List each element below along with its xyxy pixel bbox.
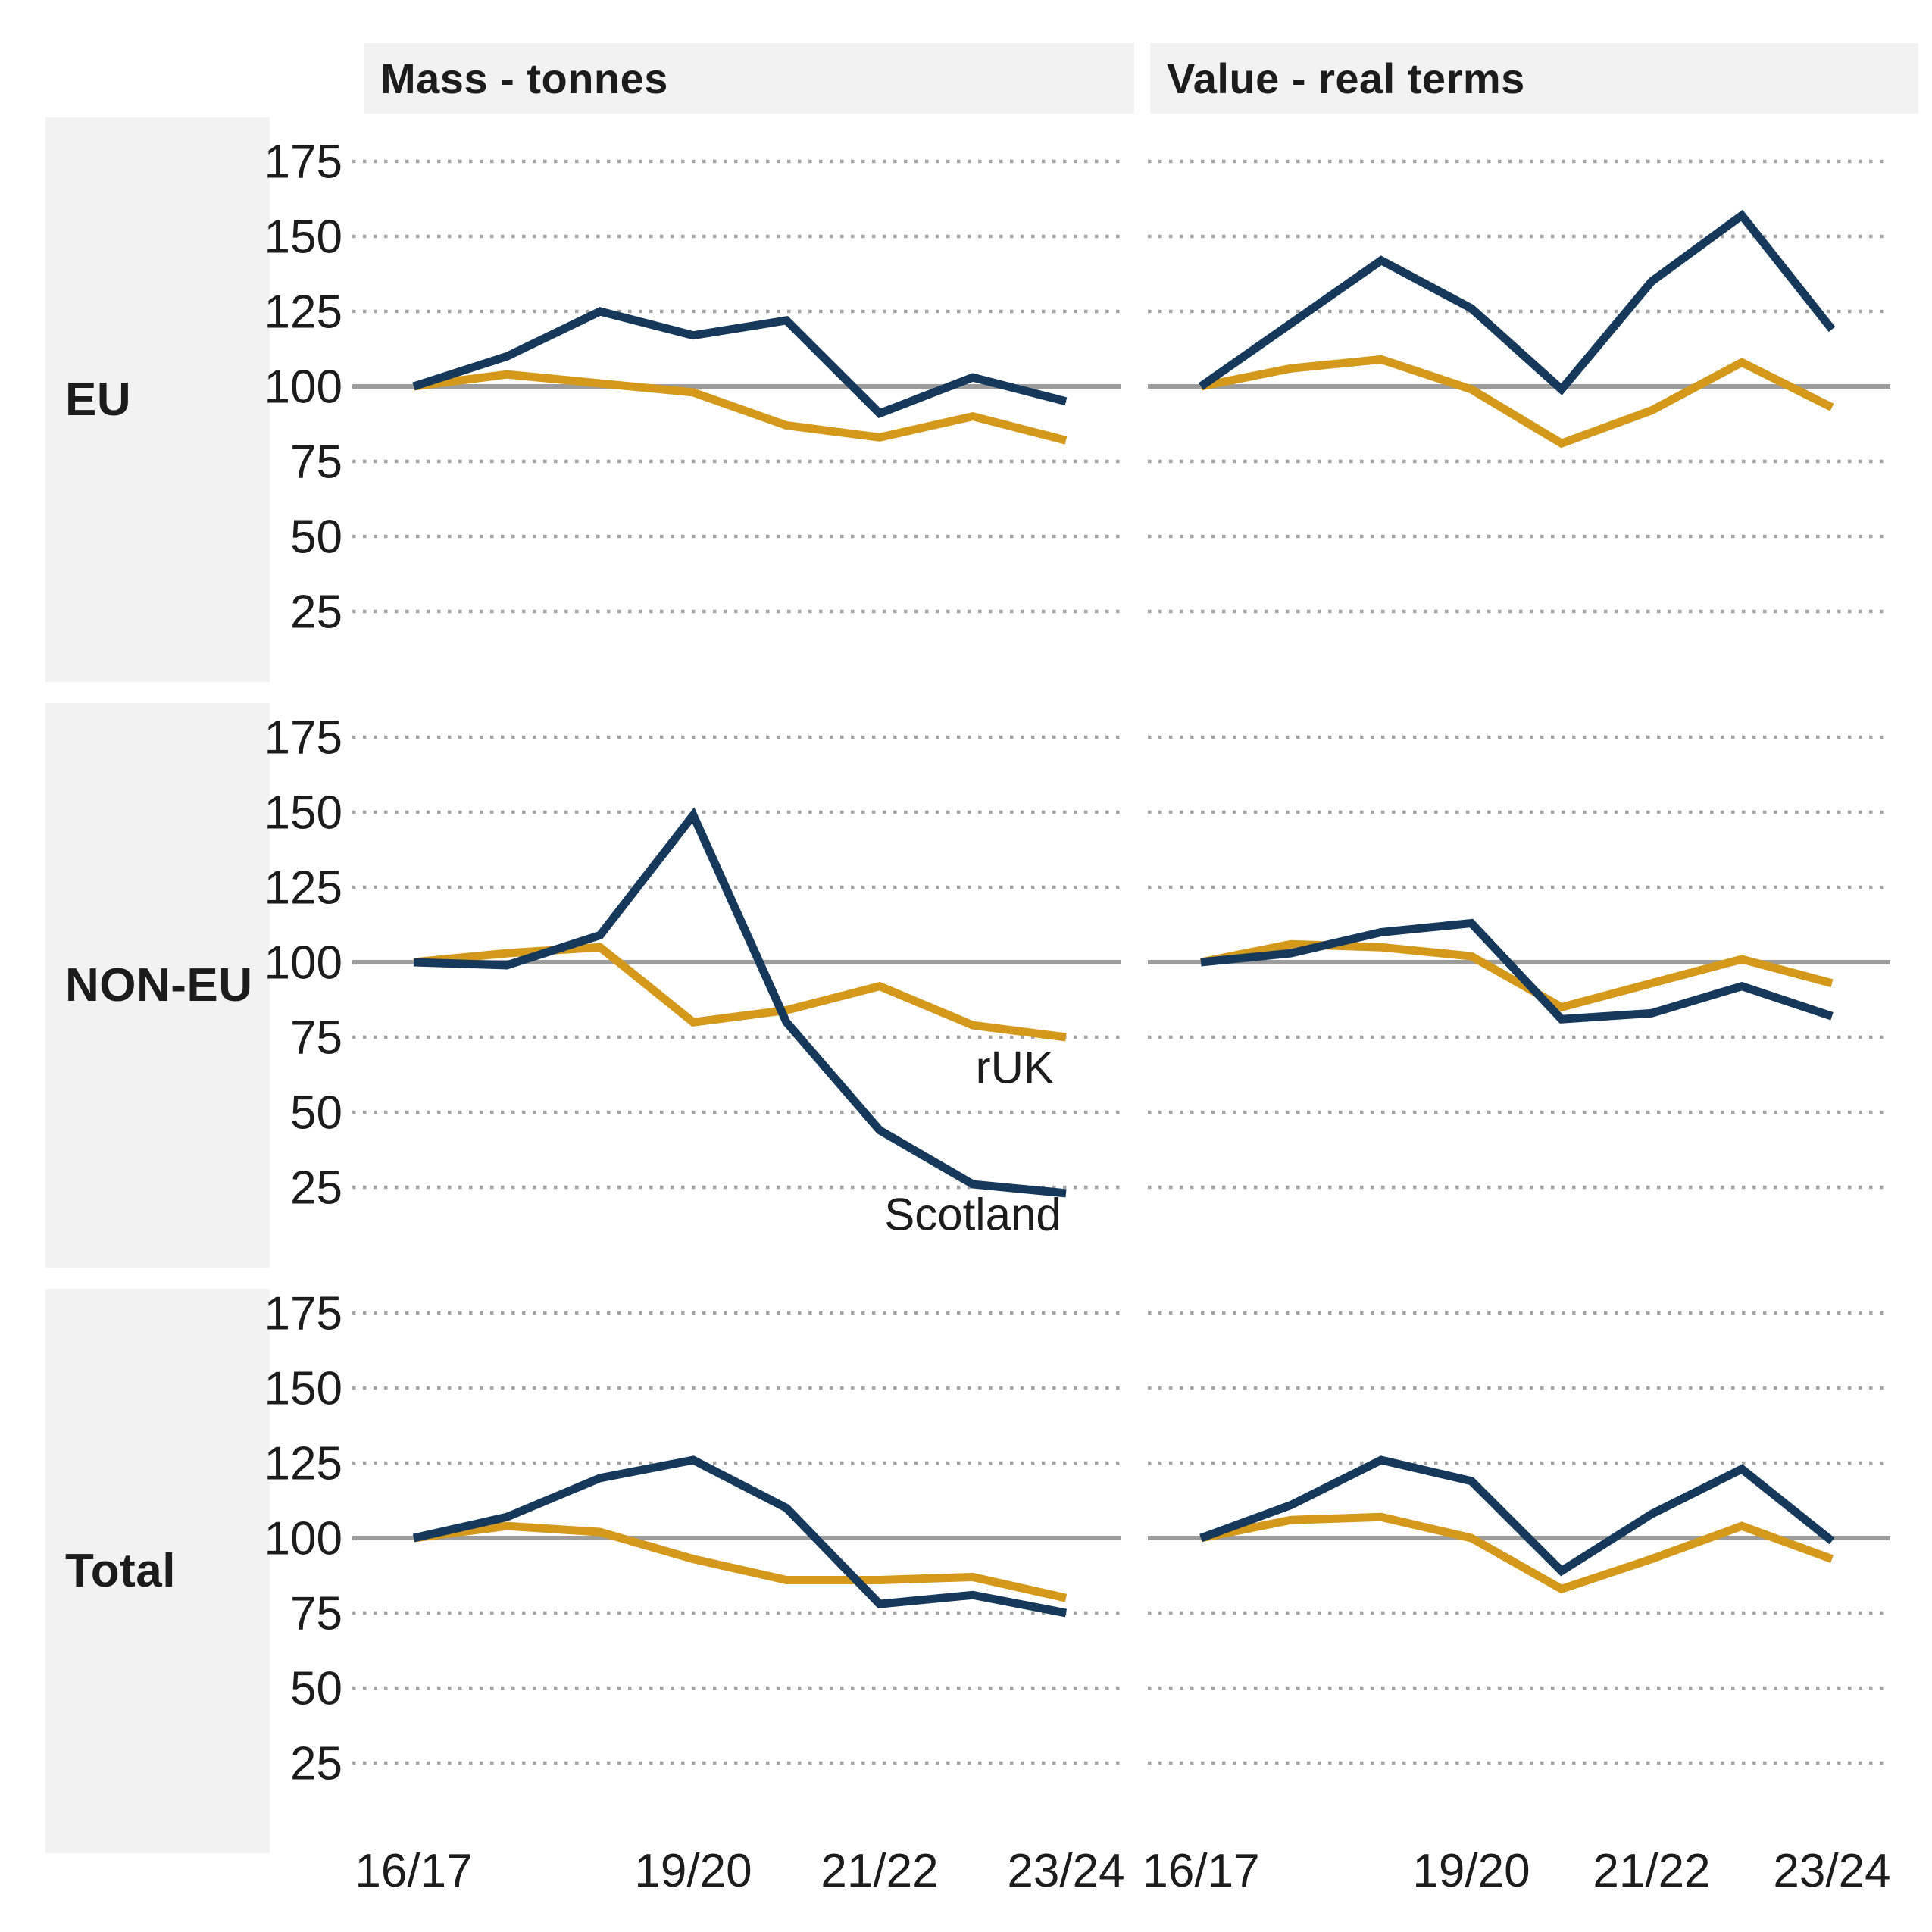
series-annotation-scotland: Scotland — [884, 1190, 1061, 1240]
y-axis-tick: 25 — [290, 1738, 342, 1790]
x-axis-tick: 23/24 — [1007, 1845, 1124, 1897]
x-axis-tick: 21/22 — [821, 1845, 938, 1897]
series-line-ruk — [1199, 355, 1834, 449]
x-axis-tick: 21/22 — [1593, 1845, 1710, 1897]
y-axis-tick: 175 — [264, 1288, 342, 1340]
x-axis-tick: 16/17 — [1142, 1845, 1259, 1897]
row-label-non-eu: NON-EU — [45, 703, 270, 1268]
x-axis-tick: 19/20 — [634, 1845, 752, 1897]
column-header-value-label: Value - real terms — [1167, 55, 1525, 102]
series-line-scotland — [412, 1455, 1068, 1618]
row-label-total-text: Total — [65, 1545, 176, 1597]
row-label-non-eu-text: NON-EU — [65, 959, 253, 1011]
series-line-ruk — [1199, 1512, 1834, 1594]
x-axis-tick: 16/17 — [355, 1845, 472, 1897]
y-axis-tick: 100 — [264, 1513, 342, 1565]
x-axis-tick: 19/20 — [1412, 1845, 1530, 1897]
column-header-mass-label: Mass - tonnes — [380, 55, 668, 102]
y-axis-tick: 175 — [264, 712, 342, 764]
y-axis-tick: 50 — [290, 511, 342, 564]
series-line-scotland — [413, 807, 1067, 1198]
x-axis-tick: 23/24 — [1773, 1845, 1890, 1897]
series-line-ruk — [413, 370, 1068, 445]
series-line-ruk — [413, 1521, 1068, 1602]
y-axis-tick: 150 — [264, 211, 342, 264]
y-axis-tick: 25 — [290, 1162, 342, 1215]
y-axis-tick: 100 — [264, 361, 342, 414]
y-axis-tick: 75 — [290, 1588, 342, 1640]
row-label-eu-text: EU — [65, 374, 132, 426]
row-label-total: Total — [45, 1289, 270, 1853]
y-axis-tick: 100 — [264, 937, 342, 989]
series-line-ruk — [413, 943, 1067, 1042]
y-axis-tick: 75 — [290, 436, 342, 489]
series-line-ruk — [1199, 939, 1834, 1012]
y-axis-tick: 125 — [264, 862, 342, 914]
row-label-eu: EU — [45, 117, 270, 682]
y-axis-tick: 125 — [264, 286, 342, 339]
column-header-mass: Mass - tonnes — [364, 43, 1134, 114]
y-axis-tick: 50 — [290, 1087, 342, 1140]
series-annotation-ruk: rUK — [976, 1043, 1054, 1093]
y-axis-tick: 150 — [264, 787, 342, 839]
series-line-scotland — [412, 307, 1068, 419]
y-axis-tick: 150 — [264, 1363, 342, 1415]
y-axis-tick: 50 — [290, 1663, 342, 1715]
series-line-scotland — [1199, 1455, 1835, 1577]
column-header-value: Value - real terms — [1150, 43, 1918, 114]
series-line-scotland — [1198, 209, 1836, 395]
y-axis-tick: 125 — [264, 1438, 342, 1490]
series-line-scotland — [1200, 918, 1834, 1024]
y-axis-tick: 75 — [290, 1012, 342, 1064]
y-axis-tick: 25 — [290, 586, 342, 639]
y-axis-tick: 175 — [264, 136, 342, 189]
